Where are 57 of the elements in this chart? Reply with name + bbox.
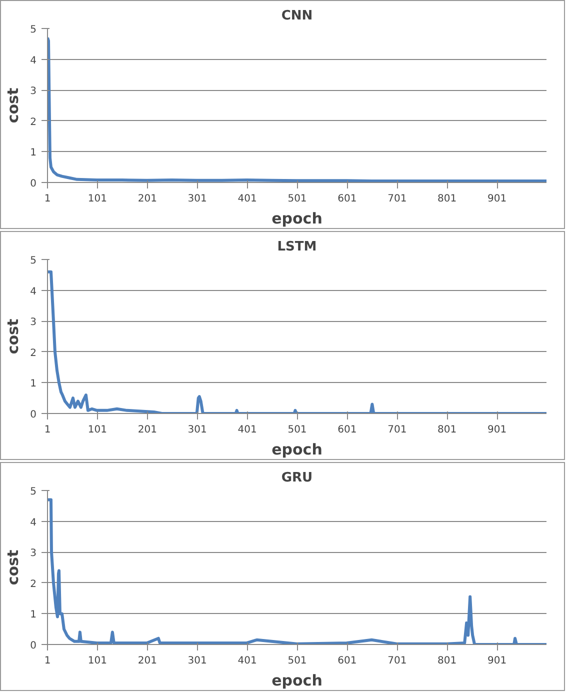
x-tick-label: 1 (44, 194, 51, 204)
x-tick-label: 601 (338, 194, 357, 204)
chart-title: GRU (281, 470, 313, 486)
y-tick-label: 3 (30, 86, 37, 98)
x-tick-label: 801 (438, 424, 457, 436)
x-tick-label: 601 (338, 424, 357, 436)
y-tick-label: 5 (30, 486, 37, 498)
y-tick-label: 5 (30, 256, 37, 266)
x-tick-label: 101 (88, 424, 107, 436)
x-tick-label: 301 (188, 424, 207, 436)
y-axis-title: cost (4, 550, 22, 586)
x-tick-label: 701 (388, 194, 407, 204)
y-tick-label: 4 (30, 55, 37, 66)
x-tick-label: 901 (488, 194, 507, 204)
x-tick-label: 101 (88, 194, 107, 204)
x-tick-label: 401 (238, 194, 257, 204)
x-tick-label: 201 (138, 424, 157, 436)
y-axis-title: cost (4, 318, 22, 354)
x-tick-label: 501 (288, 424, 307, 436)
x-tick-label: 301 (188, 656, 207, 666)
x-tick-label: 401 (238, 656, 257, 666)
x-tick-label: 901 (488, 656, 507, 666)
y-tick-label: 1 (30, 610, 37, 621)
x-tick-label: 601 (338, 656, 357, 666)
y-tick-label: 3 (30, 317, 37, 328)
y-tick-label: 1 (30, 148, 37, 159)
x-tick-label: 301 (188, 194, 207, 204)
y-tick-label: 5 (30, 24, 37, 36)
x-tick-label: 801 (438, 194, 457, 204)
x-tick-label: 201 (138, 656, 157, 666)
x-axis-title: epoch (272, 210, 322, 228)
x-tick-label: 701 (388, 656, 407, 666)
y-tick-label: 3 (30, 548, 37, 560)
y-axis-title: cost (4, 88, 22, 124)
y-tick-label: 2 (30, 116, 37, 128)
x-tick-label: 401 (238, 424, 257, 436)
chart-title: CNN (281, 8, 313, 24)
x-tick-label: 201 (138, 194, 157, 204)
y-tick-label: 2 (30, 348, 37, 359)
y-tick-label: 0 (30, 640, 37, 652)
y-tick-label: 4 (30, 286, 37, 298)
x-tick-label: 701 (388, 424, 407, 436)
y-tick-label: 1 (30, 378, 37, 390)
y-tick-label: 0 (30, 410, 37, 420)
x-tick-label: 901 (488, 424, 507, 436)
y-tick-label: 0 (30, 178, 37, 190)
x-tick-label: 1 (44, 424, 51, 436)
x-axis-title: epoch (272, 440, 322, 458)
x-axis-title: epoch (272, 672, 322, 690)
x-tick-label: 101 (88, 656, 107, 666)
chart-title: LSTM (277, 240, 317, 254)
x-tick-label: 801 (438, 656, 457, 666)
x-tick-label: 501 (288, 656, 307, 666)
x-tick-label: 501 (288, 194, 307, 204)
y-tick-label: 2 (30, 578, 37, 590)
y-tick-label: 4 (30, 517, 37, 528)
x-tick-label: 1 (44, 656, 51, 666)
